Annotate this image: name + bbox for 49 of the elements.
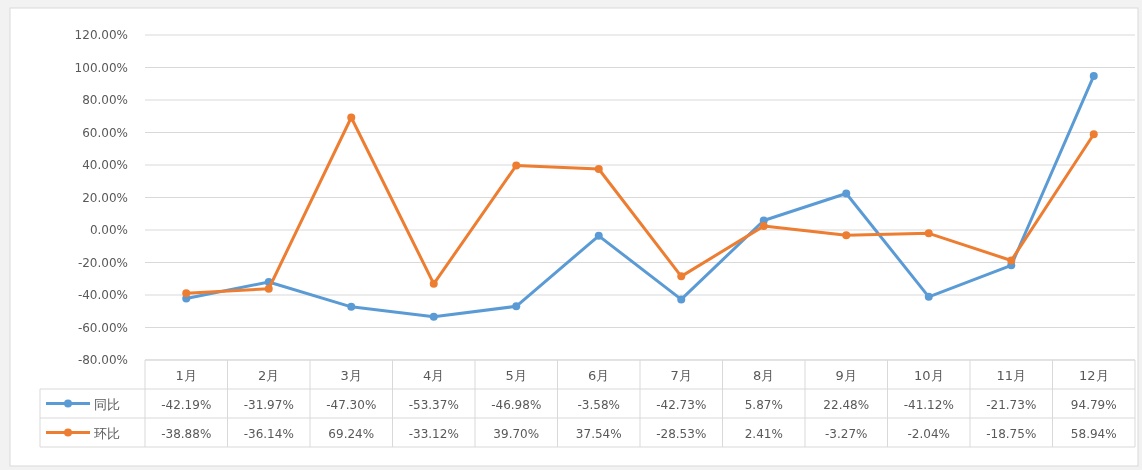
ytick: 80.00% [82,93,128,107]
value-label: -36.14% [243,427,294,441]
xtick: 10月 [914,368,944,383]
ytick: 20.00% [82,190,128,205]
value-label: -38.88% [161,427,212,441]
value-label: -3.27% [825,427,868,441]
value-label: -42.73% [656,398,707,412]
value-label: 5.87% [744,398,783,412]
value-label: -46.98% [491,398,542,412]
value-label: -31.97% [243,398,294,412]
xtick: 9月 [835,368,857,383]
ytick: 60.00% [82,125,128,140]
value-label: -42.19% [161,398,212,412]
legend-label: 环比 [94,426,120,441]
xtick: 8月 [753,368,775,383]
value-label: -18.75% [986,427,1037,441]
value-label: 37.54% [575,427,622,441]
value-label: -41.12% [903,398,954,412]
value-label: -21.73% [986,398,1037,412]
xtick: 5月 [505,368,527,383]
xtick: 4月 [423,368,445,383]
value-label: -3.58% [577,398,620,412]
value-label: -28.53% [656,427,707,441]
xtick: 2月 [258,368,280,383]
ytick: 0.00% [89,223,128,237]
ytick: -20.00% [77,255,128,270]
xtick: 12月 [1079,368,1109,383]
ytick: -80.00% [77,353,128,367]
value-label: -47.30% [326,398,377,412]
xtick: 6月 [588,368,610,383]
ytick: 120.00% [74,28,128,42]
xtick: 7月 [670,368,692,383]
ytick: -40.00% [77,288,128,302]
value-label: 22.48% [823,398,870,412]
ytick: 100.00% [74,60,128,75]
value-label: 69.24% [328,427,375,441]
value-label: -2.04% [907,427,950,441]
value-label: 94.79% [1070,398,1117,412]
value-label: -53.37% [408,398,459,412]
value-label: 39.70% [493,427,540,441]
xtick: 3月 [340,368,362,383]
value-label: 58.94% [1070,427,1117,441]
legend-label: 同比 [94,397,120,412]
ytick: -60.00% [77,320,128,335]
value-label: 2.41% [744,427,783,441]
xtick: 11月 [996,368,1026,383]
ytick: 40.00% [82,158,128,172]
value-label: -33.12% [408,427,459,441]
xtick: 1月 [175,368,197,383]
